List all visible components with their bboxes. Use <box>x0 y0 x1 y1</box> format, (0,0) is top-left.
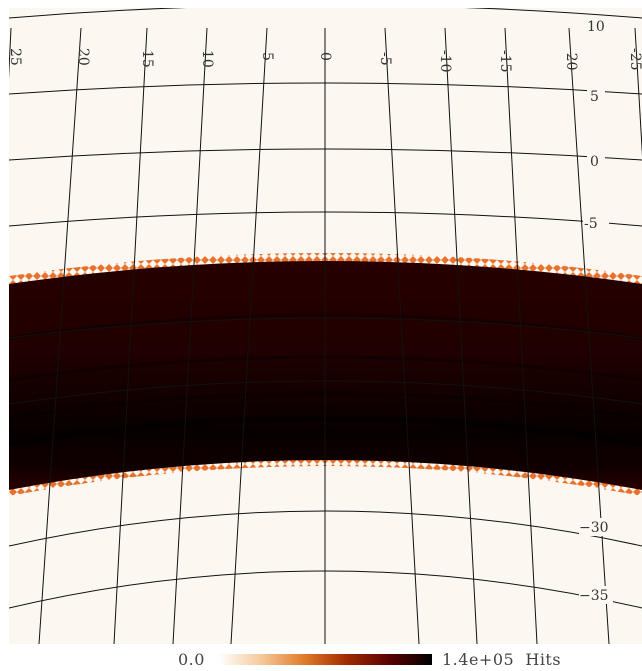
band-top-fringe <box>9 253 642 288</box>
lat-label: −35 <box>579 588 609 604</box>
colorbar-gradient <box>219 654 432 665</box>
colorbar-min-label: 0.0 <box>178 650 205 669</box>
longitude-grid <box>9 27 642 644</box>
colorbar-max-label: 1.4e+05 Hits <box>442 650 561 669</box>
lat-label: 10 <box>587 19 605 35</box>
lon-label: -25 <box>627 48 642 71</box>
lon-label: 25 <box>9 48 23 66</box>
lon-label: 10 <box>199 50 215 68</box>
lon-label: -5 <box>377 52 393 66</box>
lat-label: -5 <box>584 216 598 232</box>
lat-label: 5 <box>590 89 599 105</box>
longitude-labels: 25 20 15 10 5 0 -5 -10 -15 -20 -25 <box>9 48 642 73</box>
colorbar: 0.0 1.4e+05 Hits <box>0 648 642 670</box>
lon-label: 20 <box>75 48 91 66</box>
colorbar-max-value: 1.4e+05 <box>442 650 515 669</box>
lat-label: −30 <box>579 520 609 536</box>
lat-label: 0 <box>590 154 599 170</box>
lon-label: 15 <box>139 50 155 68</box>
lon-label: -15 <box>497 50 513 73</box>
lon-label: 5 <box>259 52 275 61</box>
sky-map: 25 20 15 10 5 0 -5 -10 -15 -20 -25 10 5 … <box>9 8 642 644</box>
lon-label: -10 <box>437 50 453 73</box>
latitude-labels: 10 5 0 -5 −30 −35 <box>579 18 613 604</box>
colorbar-unit: Hits <box>525 650 562 669</box>
lon-label: 0 <box>317 52 333 61</box>
lon-label: -20 <box>563 48 579 71</box>
